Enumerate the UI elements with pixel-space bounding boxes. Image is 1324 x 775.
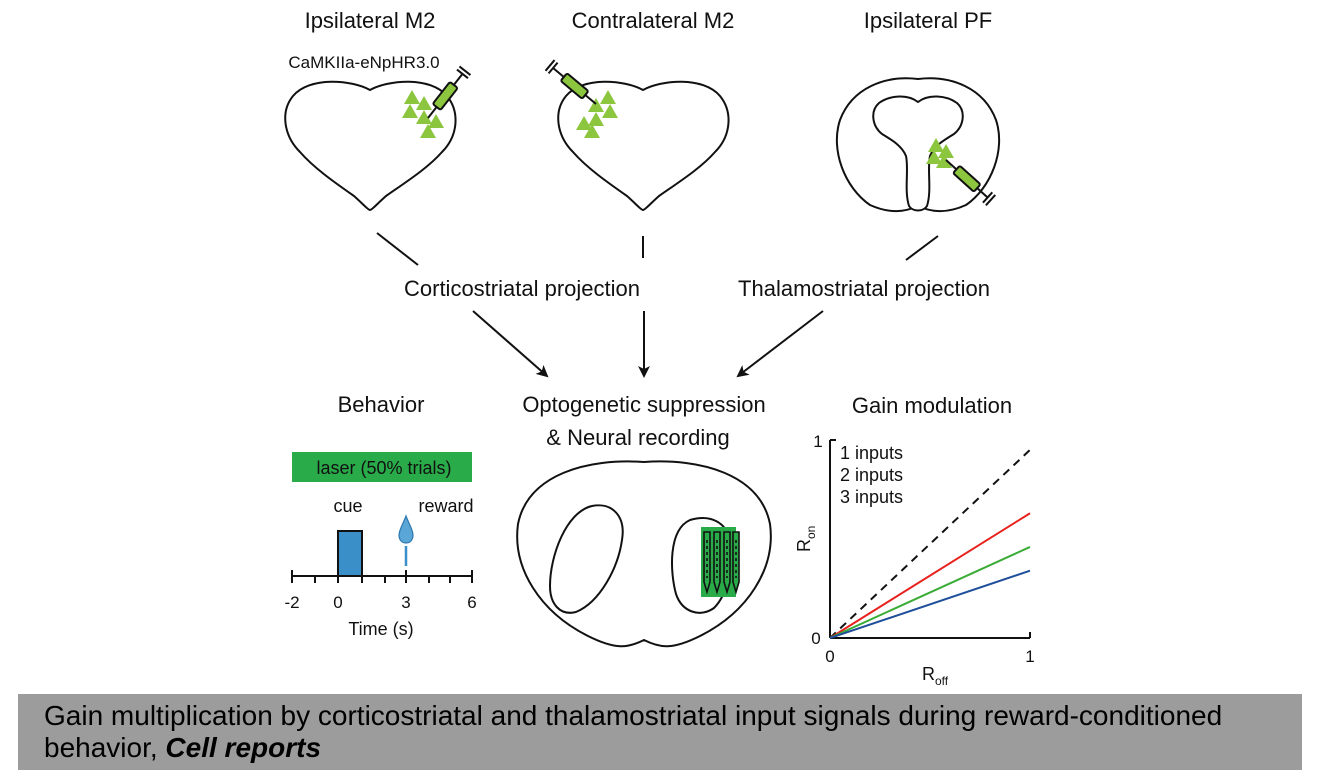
x-tick-label-0: 0 — [825, 647, 834, 666]
virus-label: CaMKIIa-eNpHR3.0 — [288, 53, 439, 72]
ipsilateral-pf-title: Ipsilateral PF — [864, 8, 992, 33]
tick-label-minus2: -2 — [284, 593, 299, 612]
tick-label-6: 6 — [467, 593, 476, 612]
time-axis-ticks — [291, 570, 473, 583]
ipsilateral-m2-neurons — [402, 90, 444, 138]
laser-bar — [292, 452, 472, 482]
legend-3-inputs: 3 inputs — [840, 487, 903, 507]
tick-label-0: 0 — [333, 593, 342, 612]
series-line-2-inputs — [829, 546, 1031, 639]
recording-title-line1: Optogenetic suppression — [522, 392, 765, 417]
series-line-3-inputs — [829, 569, 1031, 639]
y-tick-label-0: 0 — [811, 629, 820, 648]
thalamostriatal-label: Thalamostriatal projection — [738, 276, 990, 301]
silicon-probe-icon — [703, 531, 740, 595]
ipsi-pf-connector — [905, 235, 939, 261]
series-line-1-inputs — [829, 512, 1031, 639]
citation-text: Gain multiplication by corticostriatal a… — [44, 700, 1223, 763]
identity-dashed-line — [829, 449, 1031, 639]
behavior-panel: Behavior laser (50% trials) cue reward -… — [284, 392, 476, 639]
x-axis-label: Roff — [922, 664, 949, 688]
citation-banner: Gain multiplication by corticostriatal a… — [18, 694, 1302, 770]
ipsilateral-pf-neurons — [926, 138, 954, 168]
recording-panel: Optogenetic suppression & Neural recordi… — [516, 392, 772, 648]
figure-canvas: Ipsilateral M2 Contralateral M2 Ipsilate… — [284, 8, 1035, 688]
laser-label: laser (50% trials) — [316, 458, 451, 478]
syringe-icon — [544, 59, 597, 105]
gain-modulation-chart: Gain modulation 1 0 0 1 Roff Ron 1 input… — [794, 393, 1035, 688]
left-striatum-outline — [548, 504, 624, 614]
contralateral-m2-brain — [544, 59, 730, 212]
chart-title: Gain modulation — [852, 393, 1012, 418]
tick-label-3: 3 — [401, 593, 410, 612]
water-drop-icon — [398, 514, 414, 544]
ipsi-m2-connector — [376, 232, 419, 266]
legend-2-inputs: 2 inputs — [840, 465, 903, 485]
cue-bar — [337, 530, 363, 577]
x-tick-label-1: 1 — [1025, 647, 1034, 666]
y-axis-label: Ron — [794, 526, 818, 552]
corticostriatal-label: Corticostriatal projection — [404, 276, 640, 301]
syringe-icon — [945, 159, 997, 207]
legend-1-inputs: 1 inputs — [840, 443, 903, 463]
reward-label: reward — [418, 496, 473, 516]
cortico-arrow-left — [472, 310, 549, 378]
ipsilateral-m2-outline — [284, 80, 457, 212]
behavior-title: Behavior — [338, 392, 425, 417]
time-axis-label: Time (s) — [348, 619, 413, 639]
contralateral-m2-neurons — [576, 90, 618, 138]
ipsilateral-pf-ventricle — [872, 95, 964, 212]
contralateral-m2-outline — [557, 80, 730, 212]
contralateral-m2-title: Contralateral M2 — [572, 8, 735, 33]
ipsilateral-m2-title: Ipsilateral M2 — [305, 8, 436, 33]
recording-title-line2: & Neural recording — [546, 425, 729, 450]
journal-name: Cell reports — [165, 732, 322, 763]
syringe-icon — [427, 65, 472, 119]
cue-label: cue — [333, 496, 362, 516]
ipsilateral-m2-brain — [284, 65, 472, 212]
y-tick-label-1: 1 — [813, 432, 822, 451]
ipsilateral-pf-brain — [835, 77, 1001, 213]
thalamo-arrow — [736, 310, 824, 378]
